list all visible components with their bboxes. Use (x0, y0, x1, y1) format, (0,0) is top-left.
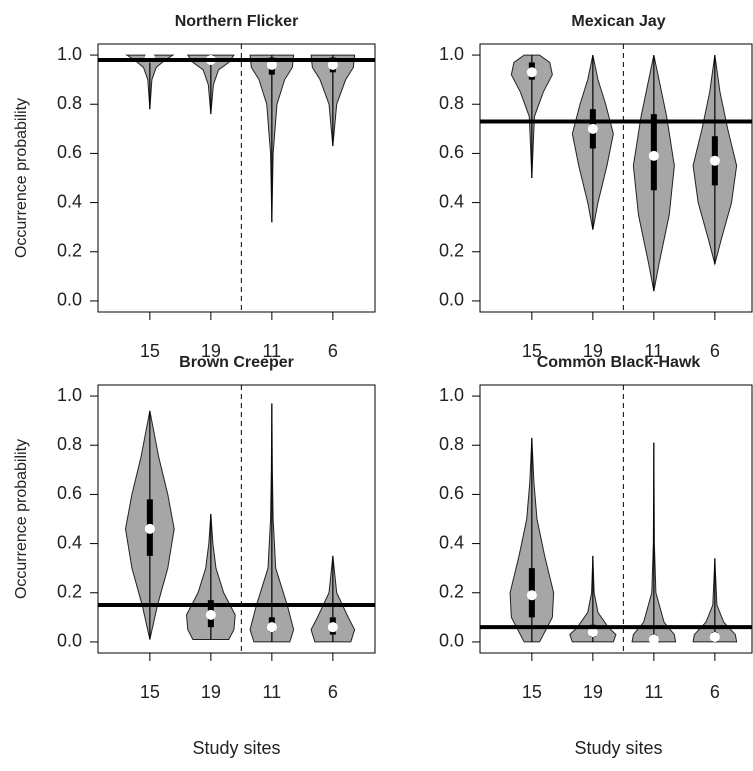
x-tick-label: 15 (140, 682, 160, 702)
x-axis-label: Study sites (192, 738, 280, 758)
plot-frame (479, 384, 753, 654)
y-tick-label: 1.0 (439, 385, 464, 405)
x-tick-label: 6 (710, 341, 720, 361)
y-tick-label: 0.0 (57, 631, 82, 651)
median-dot (648, 150, 659, 161)
y-tick-label: 0.6 (57, 142, 82, 162)
y-tick-label: 0.4 (439, 191, 464, 211)
y-tick-label: 0.6 (439, 483, 464, 503)
median-dot (709, 632, 720, 643)
plot-frame (97, 384, 376, 654)
y-tick-label: 0.2 (57, 582, 82, 602)
x-axis-label: Study sites (574, 738, 662, 758)
panel-title: Brown Creeper (179, 354, 294, 371)
y-tick-label: 0.0 (57, 290, 82, 310)
median-dot (327, 622, 338, 633)
panel-title: Northern Flicker (175, 13, 299, 30)
x-tick-label: 19 (583, 341, 603, 361)
x-tick-label: 15 (140, 341, 160, 361)
x-tick-label: 19 (201, 682, 221, 702)
y-tick-label: 0.4 (57, 532, 82, 552)
median-dot (587, 627, 598, 638)
y-tick-label: 1.0 (57, 44, 82, 64)
plot-frame (97, 43, 376, 313)
x-tick-label: 6 (710, 682, 720, 702)
plot-frame (479, 43, 753, 313)
x-tick-label: 6 (328, 341, 338, 361)
y-tick-label: 0.8 (57, 434, 82, 454)
median-dot (327, 59, 338, 70)
y-tick-label: 0.0 (439, 631, 464, 651)
x-tick-label: 11 (645, 682, 664, 702)
median-dot (526, 67, 537, 78)
y-tick-label: 0.2 (57, 241, 82, 261)
y-tick-label: 0.6 (57, 483, 82, 503)
y-tick-label: 0.8 (57, 93, 82, 113)
x-tick-label: 11 (263, 682, 282, 702)
panel-title: Common Black-Hawk (537, 354, 701, 371)
median-dot (266, 622, 277, 633)
x-tick-label: 15 (522, 682, 542, 702)
y-tick-label: 0.4 (439, 532, 464, 552)
median-dot (648, 634, 659, 645)
y-tick-label: 1.0 (439, 44, 464, 64)
x-tick-label: 19 (201, 341, 221, 361)
y-tick-label: 0.8 (439, 93, 464, 113)
x-tick-label: 19 (583, 682, 603, 702)
y-tick-label: 0.2 (439, 241, 464, 261)
median-dot (266, 59, 277, 70)
x-tick-label: 11 (645, 341, 664, 361)
y-axis-label: Occurrence probability (13, 439, 30, 599)
y-tick-label: 1.0 (57, 385, 82, 405)
y-tick-label: 0.4 (57, 191, 82, 211)
y-tick-label: 0.6 (439, 142, 464, 162)
x-tick-label: 11 (263, 341, 282, 361)
y-axis-label: Occurrence probability (13, 98, 30, 258)
median-dot (205, 609, 216, 620)
median-dot (709, 155, 720, 166)
y-tick-label: 0.0 (439, 290, 464, 310)
median-dot (144, 523, 155, 534)
y-tick-label: 0.8 (439, 434, 464, 454)
y-tick-label: 0.2 (439, 582, 464, 602)
x-tick-label: 15 (522, 341, 542, 361)
median-dot (587, 123, 598, 134)
median-dot (526, 590, 537, 601)
x-tick-label: 6 (328, 682, 338, 702)
panel-title: Mexican Jay (571, 13, 665, 30)
